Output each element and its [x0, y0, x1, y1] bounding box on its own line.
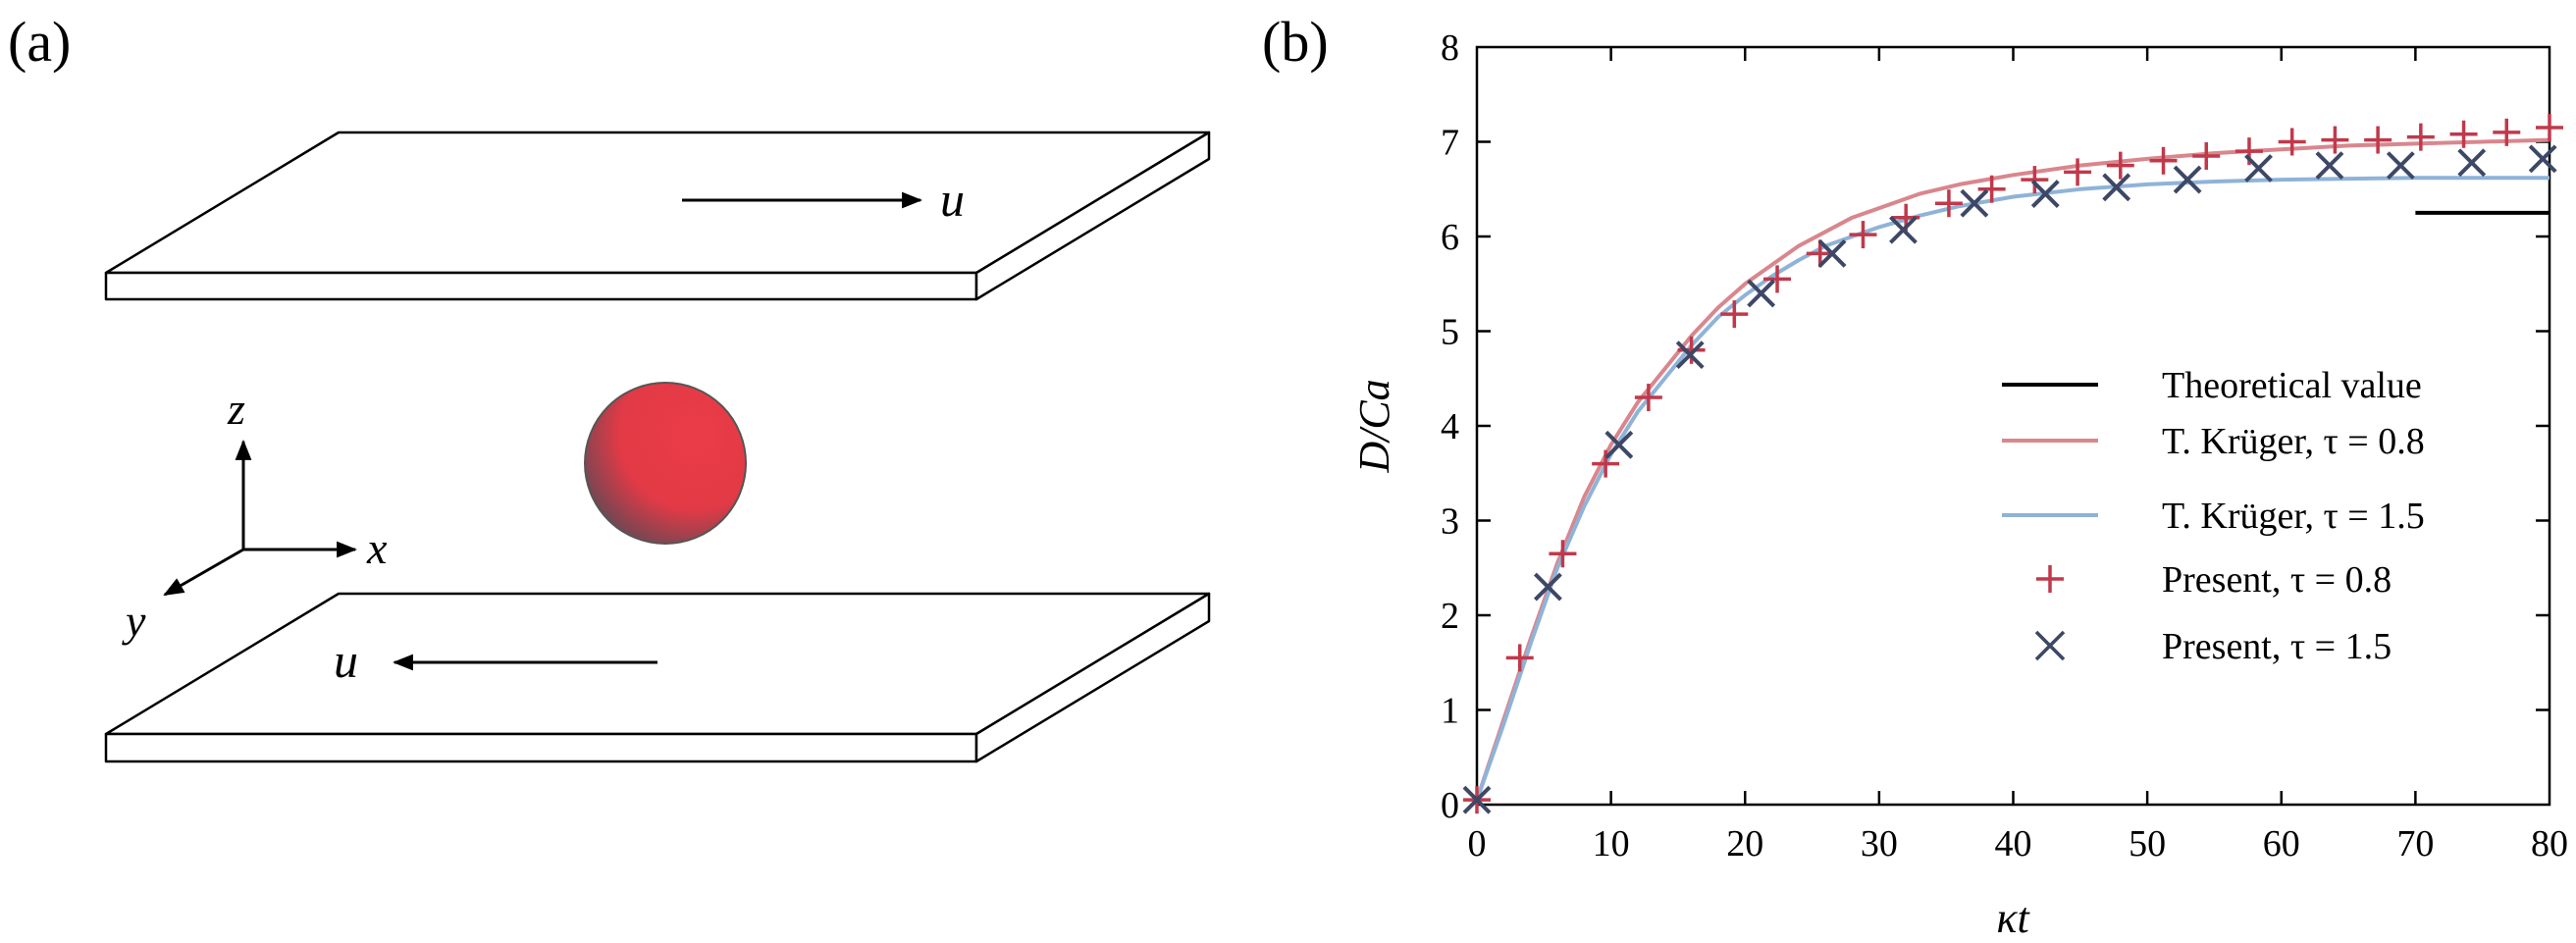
cross-marker — [2528, 144, 2557, 174]
x-axis-title: κt — [1996, 894, 2030, 942]
cross-marker — [1960, 188, 1989, 218]
cross-marker — [1817, 238, 1847, 268]
top-plate-side-edge — [974, 131, 1211, 301]
cross-marker — [2030, 180, 2060, 208]
plus-marker — [2106, 151, 2134, 180]
x-tick-label: 50 — [2129, 823, 2166, 864]
x-tick-label: 20 — [1726, 823, 1763, 864]
top-velocity-label: u — [940, 172, 965, 227]
x-axis-label: x — [366, 523, 388, 573]
plus-marker — [1806, 239, 1834, 268]
y-tick-label: 0 — [1441, 785, 1459, 826]
bottom-plate-front-edge — [104, 732, 978, 763]
legend: Theoretical value T. Krüger, τ = 0.8 T. … — [2002, 365, 2425, 667]
plus-marker — [2278, 128, 2306, 156]
plus-marker — [2449, 120, 2478, 148]
cross-marker — [2386, 151, 2415, 181]
cross-marker — [2173, 165, 2202, 194]
x-tick-label: 80 — [2531, 823, 2568, 864]
z-axis-label: z — [227, 384, 245, 434]
legend-swatch-present-15 — [2034, 630, 2066, 661]
panel-a-label: (a) — [8, 10, 71, 74]
legend-swatch-present-08 — [2036, 565, 2064, 593]
x-tick-label: 10 — [1593, 823, 1630, 864]
y-tick-label: 4 — [1441, 406, 1459, 447]
plus-marker — [2021, 166, 2049, 194]
curve-line-1 — [1475, 176, 2550, 801]
plus-marker — [1720, 300, 1749, 329]
cross-marker — [2315, 151, 2344, 181]
bottom-velocity-label: u — [334, 633, 358, 688]
plus-marker — [1763, 265, 1792, 293]
x-tick-label: 60 — [2263, 823, 2300, 864]
x-tick-label: 0 — [1468, 823, 1487, 864]
plus-marker — [2149, 146, 2178, 175]
plus-marker — [1505, 644, 1534, 672]
legend-label-kruger-08: T. Krüger, τ = 0.8 — [2162, 421, 2425, 462]
cross-marker — [2457, 148, 2487, 178]
top-plate-front-edge — [104, 271, 978, 301]
plus-marker — [2192, 141, 2221, 170]
coordinate-axes — [163, 439, 358, 597]
legend-label-kruger-15: T. Krüger, τ = 1.5 — [2162, 496, 2425, 537]
legend-label-present-15: Present, τ = 1.5 — [2162, 626, 2392, 667]
plus-marker — [1977, 175, 2006, 203]
x-tick-label: 30 — [1861, 823, 1898, 864]
cross-marker — [1533, 572, 1562, 602]
plus-marker — [2493, 118, 2521, 146]
y-tick-label: 7 — [1441, 123, 1459, 164]
cross-marker — [2102, 173, 2131, 202]
legend-label-present-08: Present, τ = 0.8 — [2162, 559, 2392, 601]
top-plate — [104, 131, 1211, 301]
cross-marker — [1462, 785, 1492, 814]
bottom-plate — [104, 592, 1211, 763]
plus-marker — [2364, 126, 2392, 154]
cross-marker — [1604, 430, 1634, 459]
plus-marker — [1677, 336, 1706, 364]
curve-line-0 — [1475, 137, 2550, 801]
cross-marker — [1675, 341, 1705, 370]
y-axis-title: D/Ca — [1350, 379, 1398, 473]
cross-marker — [1889, 215, 1918, 244]
plus-marker — [2064, 158, 2092, 186]
y-tick-label: 6 — [1441, 217, 1459, 258]
panel-a: (a) u z x y u — [8, 10, 1211, 763]
y-tick-label: 5 — [1441, 312, 1459, 353]
plus-marker — [1849, 221, 1877, 249]
cross-marker — [1747, 279, 1776, 308]
plus-marker — [1592, 449, 1620, 478]
plus-marker — [1934, 189, 1963, 218]
plus-marker — [1549, 540, 1577, 568]
plus-marker — [2406, 123, 2435, 151]
x-tick-label: 40 — [1995, 823, 2032, 864]
y-tick-label: 8 — [1441, 27, 1459, 69]
legend-label-theory: Theoretical value — [2162, 365, 2422, 406]
cross-marker — [2244, 154, 2273, 183]
x-tick-label: 70 — [2396, 823, 2434, 864]
y-axis-label: y — [122, 596, 146, 646]
y-tick-label: 2 — [1441, 596, 1459, 637]
plus-marker — [2536, 114, 2563, 142]
bottom-plate-side-edge — [974, 592, 1211, 763]
y-tick-label: 1 — [1441, 691, 1459, 732]
y-axis-arrow — [163, 548, 244, 597]
plus-marker — [2321, 126, 2349, 154]
y-tick-label: 3 — [1441, 501, 1459, 543]
y-axis-ticks: 0 1 2 3 4 5 6 7 8 — [1441, 27, 2550, 826]
plus-marker — [1634, 384, 1662, 412]
series-layer — [1462, 114, 2563, 814]
capsule-sphere — [584, 382, 747, 545]
x-axis-ticks: 0 10 20 30 40 50 60 70 80 — [1468, 47, 2568, 864]
panel-b-label: (b) — [1262, 10, 1329, 74]
